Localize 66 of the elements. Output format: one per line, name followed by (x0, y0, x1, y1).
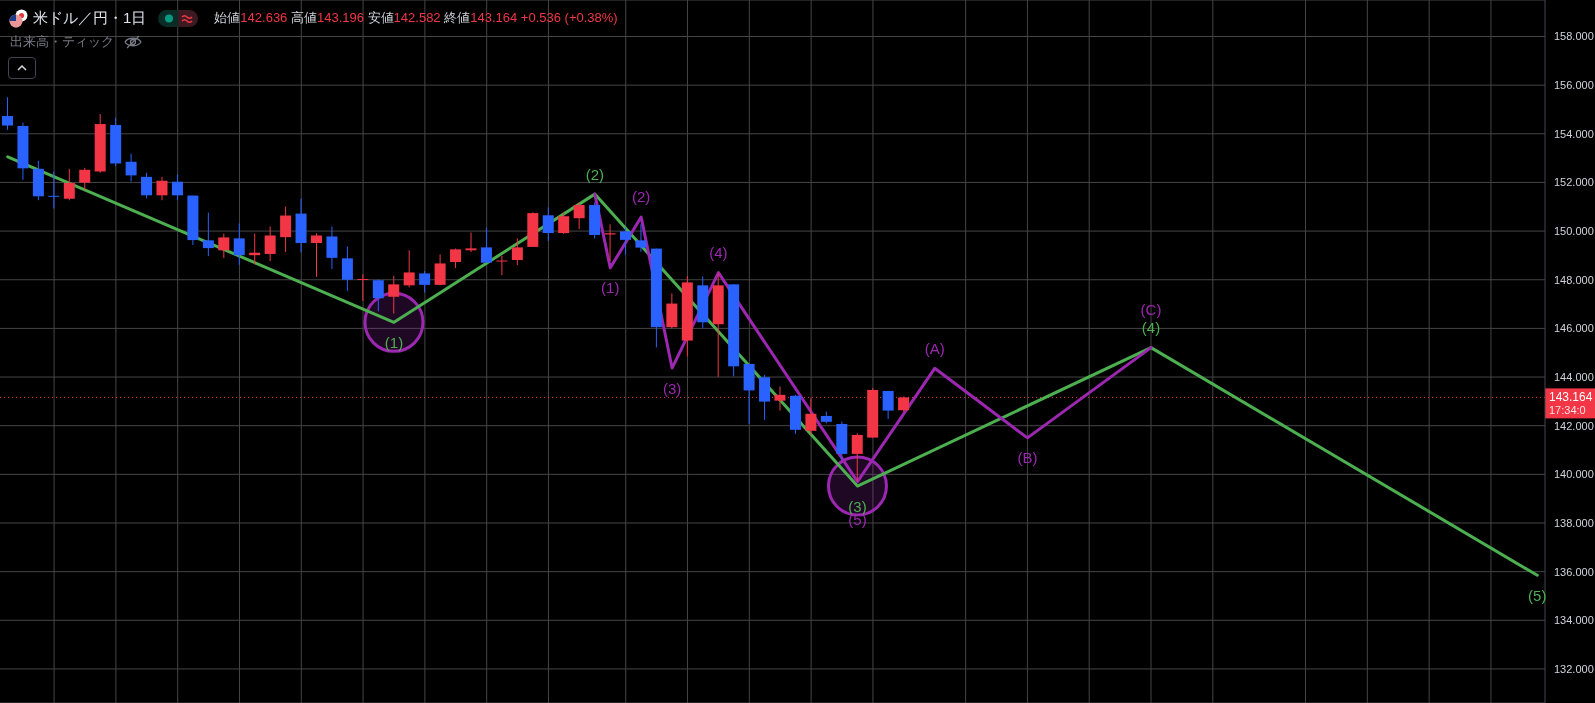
candlestick (558, 212, 570, 235)
candlestick (851, 432, 863, 483)
candlestick (496, 255, 508, 276)
y-tick-label: 152.000 (1554, 176, 1594, 189)
candlestick (48, 170, 60, 209)
text: 始値142.636 高値143.196 安値142.582 終値143.164 +0.536 (+0.38%) (214, 10, 618, 25)
candlestick (202, 212, 214, 257)
candlestick (480, 227, 492, 264)
candlestick (403, 249, 415, 288)
candlestick (805, 397, 817, 436)
y-tick-label: 148.000 (1554, 273, 1594, 286)
candlestick (666, 292, 678, 329)
annotation: (A) (924, 339, 945, 357)
candlestick (326, 225, 338, 270)
y-tick-label: 158.000 (1554, 30, 1594, 43)
y-tick-label: 132.000 (1554, 662, 1594, 675)
candlestick (635, 223, 647, 253)
annotation: (B) (1017, 449, 1038, 467)
ref-line-label: 143.164 (1549, 390, 1593, 405)
annotation: (4) (709, 244, 728, 262)
candlestick (125, 153, 137, 182)
candlestick (218, 233, 230, 259)
y-tick-label: 156.000 (1554, 79, 1594, 92)
candlestick (882, 390, 894, 420)
candlestick (357, 273, 369, 302)
text: 17:34:0 (1549, 404, 1586, 417)
candlestick (264, 225, 276, 262)
annotation: (1) (601, 279, 620, 297)
annotation: (2) (632, 188, 651, 206)
candlestick (233, 223, 245, 266)
annotation: (4) (1141, 319, 1161, 337)
candlestick (372, 278, 384, 312)
y-tick-label: 138.000 (1554, 516, 1594, 529)
annotation: 出来高・ティック (10, 33, 114, 51)
y-tick-label: 150.000 (1554, 224, 1594, 237)
candlestick (620, 227, 631, 256)
candlestick (2, 96, 13, 131)
candlestick (419, 270, 431, 294)
annotation: (1) (384, 333, 404, 351)
candlestick (465, 232, 477, 253)
y-tick-label: 140.000 (1554, 468, 1594, 481)
candlestick (171, 174, 183, 201)
candlestick (280, 206, 292, 253)
y-tick-label: 134.000 (1554, 614, 1594, 627)
y-tick-label: 144.000 (1554, 370, 1594, 383)
candlestick (79, 167, 91, 191)
candlestick (141, 172, 153, 199)
candlestick (573, 201, 585, 230)
text: 米ドル／円・1日 (33, 8, 147, 28)
annotation: (5) (1528, 586, 1547, 604)
y-tick-label: 142.000 (1554, 419, 1594, 432)
annotation: (2) (585, 165, 604, 183)
candlestick (388, 275, 400, 315)
y-tick-label: 146.000 (1554, 322, 1594, 335)
annotation: (C) (1140, 301, 1162, 319)
y-tick-label: 136.000 (1554, 565, 1594, 578)
y-tick-label: 154.000 (1554, 127, 1594, 140)
annotation: (3) (662, 379, 682, 397)
candlestick (63, 168, 75, 201)
candlestick (542, 206, 554, 242)
candlestick (311, 233, 322, 278)
candlestick (434, 253, 446, 286)
candlestick (774, 386, 786, 412)
candlestick (341, 245, 353, 292)
candlestick (156, 176, 168, 201)
candlestick (511, 237, 523, 266)
